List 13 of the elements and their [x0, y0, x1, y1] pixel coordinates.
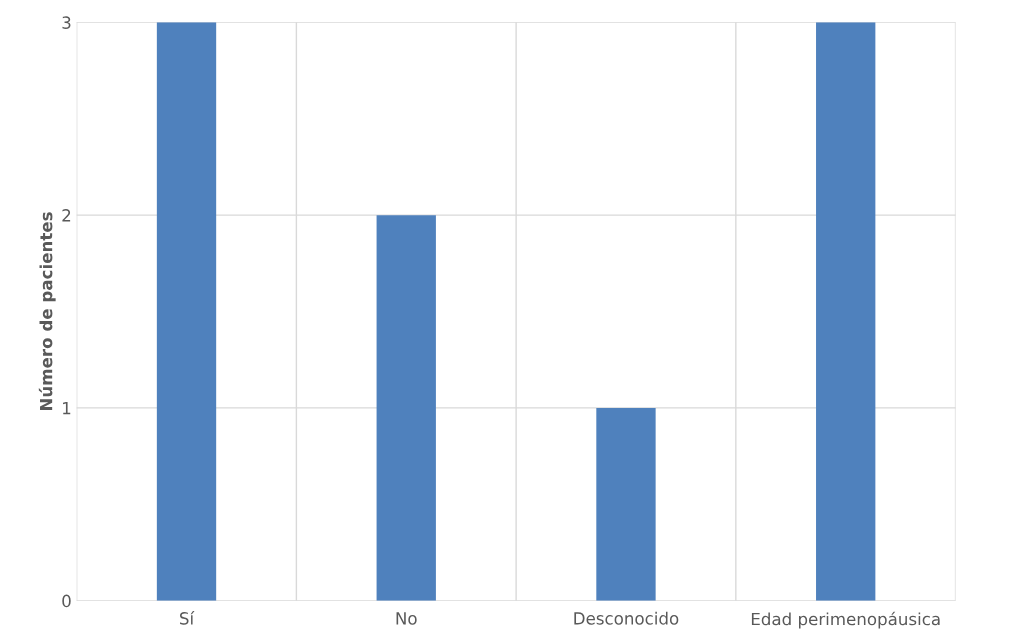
y-tick-label: 1 — [63, 402, 71, 415]
bar — [816, 22, 876, 601]
bar — [596, 407, 656, 601]
bar — [156, 22, 217, 601]
y-axis-title: Número de pacientes — [38, 212, 56, 411]
x-tick-label: No — [396, 612, 417, 625]
x-tick-label: Sí — [180, 611, 195, 625]
x-tick-label: Edad perimenopáusica — [751, 611, 940, 629]
y-tick-label: 0 — [62, 594, 71, 608]
x-tick-label: Desconocido — [574, 611, 679, 625]
y-tick-label: 3 — [62, 16, 71, 29]
y-tick-label: 2 — [62, 209, 71, 222]
bar — [376, 215, 436, 601]
